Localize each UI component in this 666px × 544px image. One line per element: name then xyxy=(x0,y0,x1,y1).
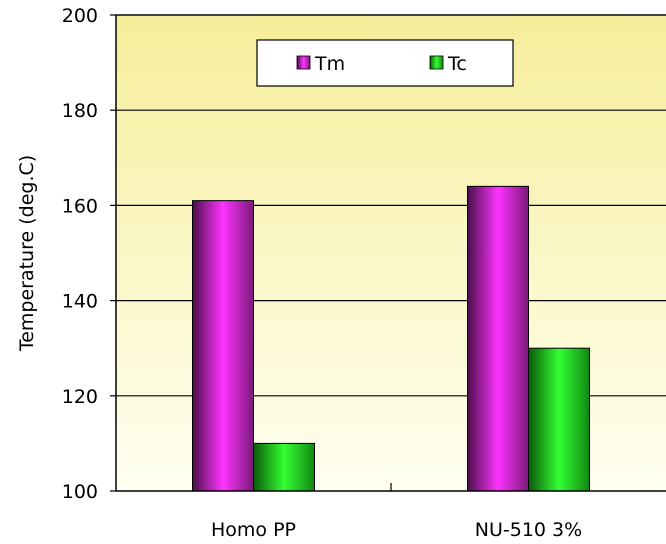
legend: Tm Tc xyxy=(256,39,514,87)
bar-tm-1 xyxy=(467,185,529,492)
y-tick-label: 140 xyxy=(62,291,98,313)
legend-label-tm: Tm xyxy=(314,53,345,75)
legend-label-tc: Tc xyxy=(447,53,467,75)
legend-box xyxy=(256,39,514,87)
y-tick-label: 180 xyxy=(62,100,98,122)
y-tick-label: 120 xyxy=(62,386,98,408)
axes xyxy=(115,14,666,492)
bar-tc-0 xyxy=(253,442,315,492)
x-category-label: NU-510 3% xyxy=(475,519,582,541)
x-tick-labels: Homo PP NU-510 3% xyxy=(211,519,582,541)
bar-tm-0 xyxy=(192,200,254,492)
x-category-label: Homo PP xyxy=(211,519,296,541)
y-axis-title: Temperature (deg.C) xyxy=(16,155,38,352)
y-tick-labels: 100 120 140 160 180 200 xyxy=(62,5,98,503)
y-tick-label: 160 xyxy=(62,195,98,217)
y-tick-label: 200 xyxy=(62,5,98,27)
bars xyxy=(192,185,590,492)
bar-tc-1 xyxy=(528,347,590,492)
y-tick-label: 100 xyxy=(62,481,98,503)
legend-swatch-tm xyxy=(296,55,311,70)
legend-swatch-tc xyxy=(429,55,444,70)
